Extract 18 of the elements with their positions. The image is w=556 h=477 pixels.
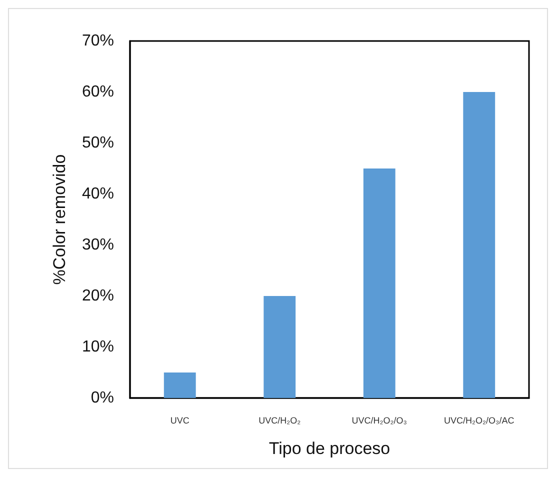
bar <box>363 168 396 398</box>
bar <box>463 92 496 398</box>
x-tick-label: UVC <box>170 416 190 426</box>
x-axis-title: Tipo de proceso <box>268 439 390 458</box>
x-tick-label: UVC/H₂O₂ <box>258 416 302 426</box>
y-tick-label: 50% <box>82 134 114 152</box>
bar <box>164 372 196 398</box>
x-tick-label: UVC/H₂O₂/O₃ <box>352 416 408 426</box>
y-tick-label: 70% <box>82 32 114 50</box>
y-tick-label: 30% <box>82 236 114 254</box>
y-tick-label: 10% <box>82 338 114 356</box>
y-tick-label: 0% <box>90 390 114 406</box>
y-axis-title: %Color removido <box>50 154 69 285</box>
y-tick-label: 60% <box>82 84 114 100</box>
y-tick-label: 20% <box>82 288 114 304</box>
y-tick-label: 40% <box>82 186 114 202</box>
bar <box>264 296 296 398</box>
x-tick-label: UVC/H₂O₂/O₃/AC <box>444 416 515 426</box>
